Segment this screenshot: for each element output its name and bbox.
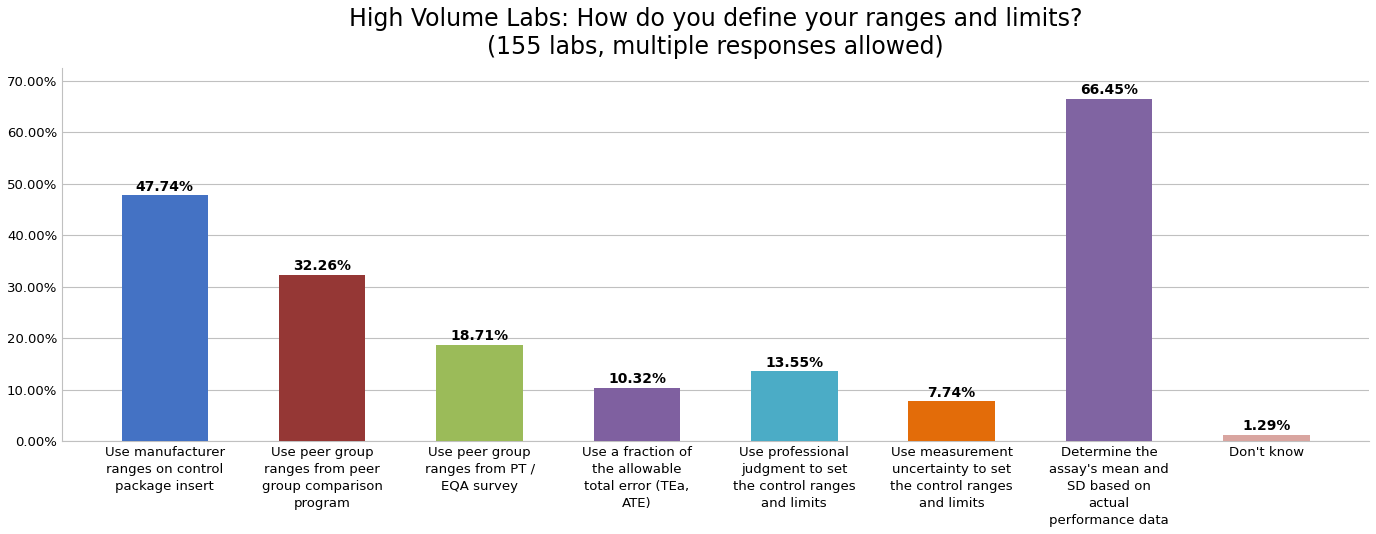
Bar bbox=[1066, 99, 1152, 441]
Text: 18.71%: 18.71% bbox=[450, 329, 509, 343]
Text: 10.32%: 10.32% bbox=[608, 373, 666, 387]
Text: 1.29%: 1.29% bbox=[1243, 419, 1291, 433]
Text: 7.74%: 7.74% bbox=[927, 386, 976, 400]
Text: 66.45%: 66.45% bbox=[1080, 83, 1138, 97]
Text: 32.26%: 32.26% bbox=[293, 260, 351, 273]
Bar bbox=[1223, 435, 1310, 441]
Bar bbox=[908, 402, 995, 441]
Bar bbox=[121, 195, 208, 441]
Text: 47.74%: 47.74% bbox=[136, 179, 194, 194]
Bar bbox=[751, 371, 838, 441]
Title: High Volume Labs: How do you define your ranges and limits?
(155 labs, multiple : High Volume Labs: How do you define your… bbox=[350, 7, 1083, 59]
Bar bbox=[436, 345, 523, 441]
Text: 13.55%: 13.55% bbox=[765, 356, 823, 370]
Bar bbox=[279, 275, 366, 441]
Bar bbox=[593, 388, 680, 441]
